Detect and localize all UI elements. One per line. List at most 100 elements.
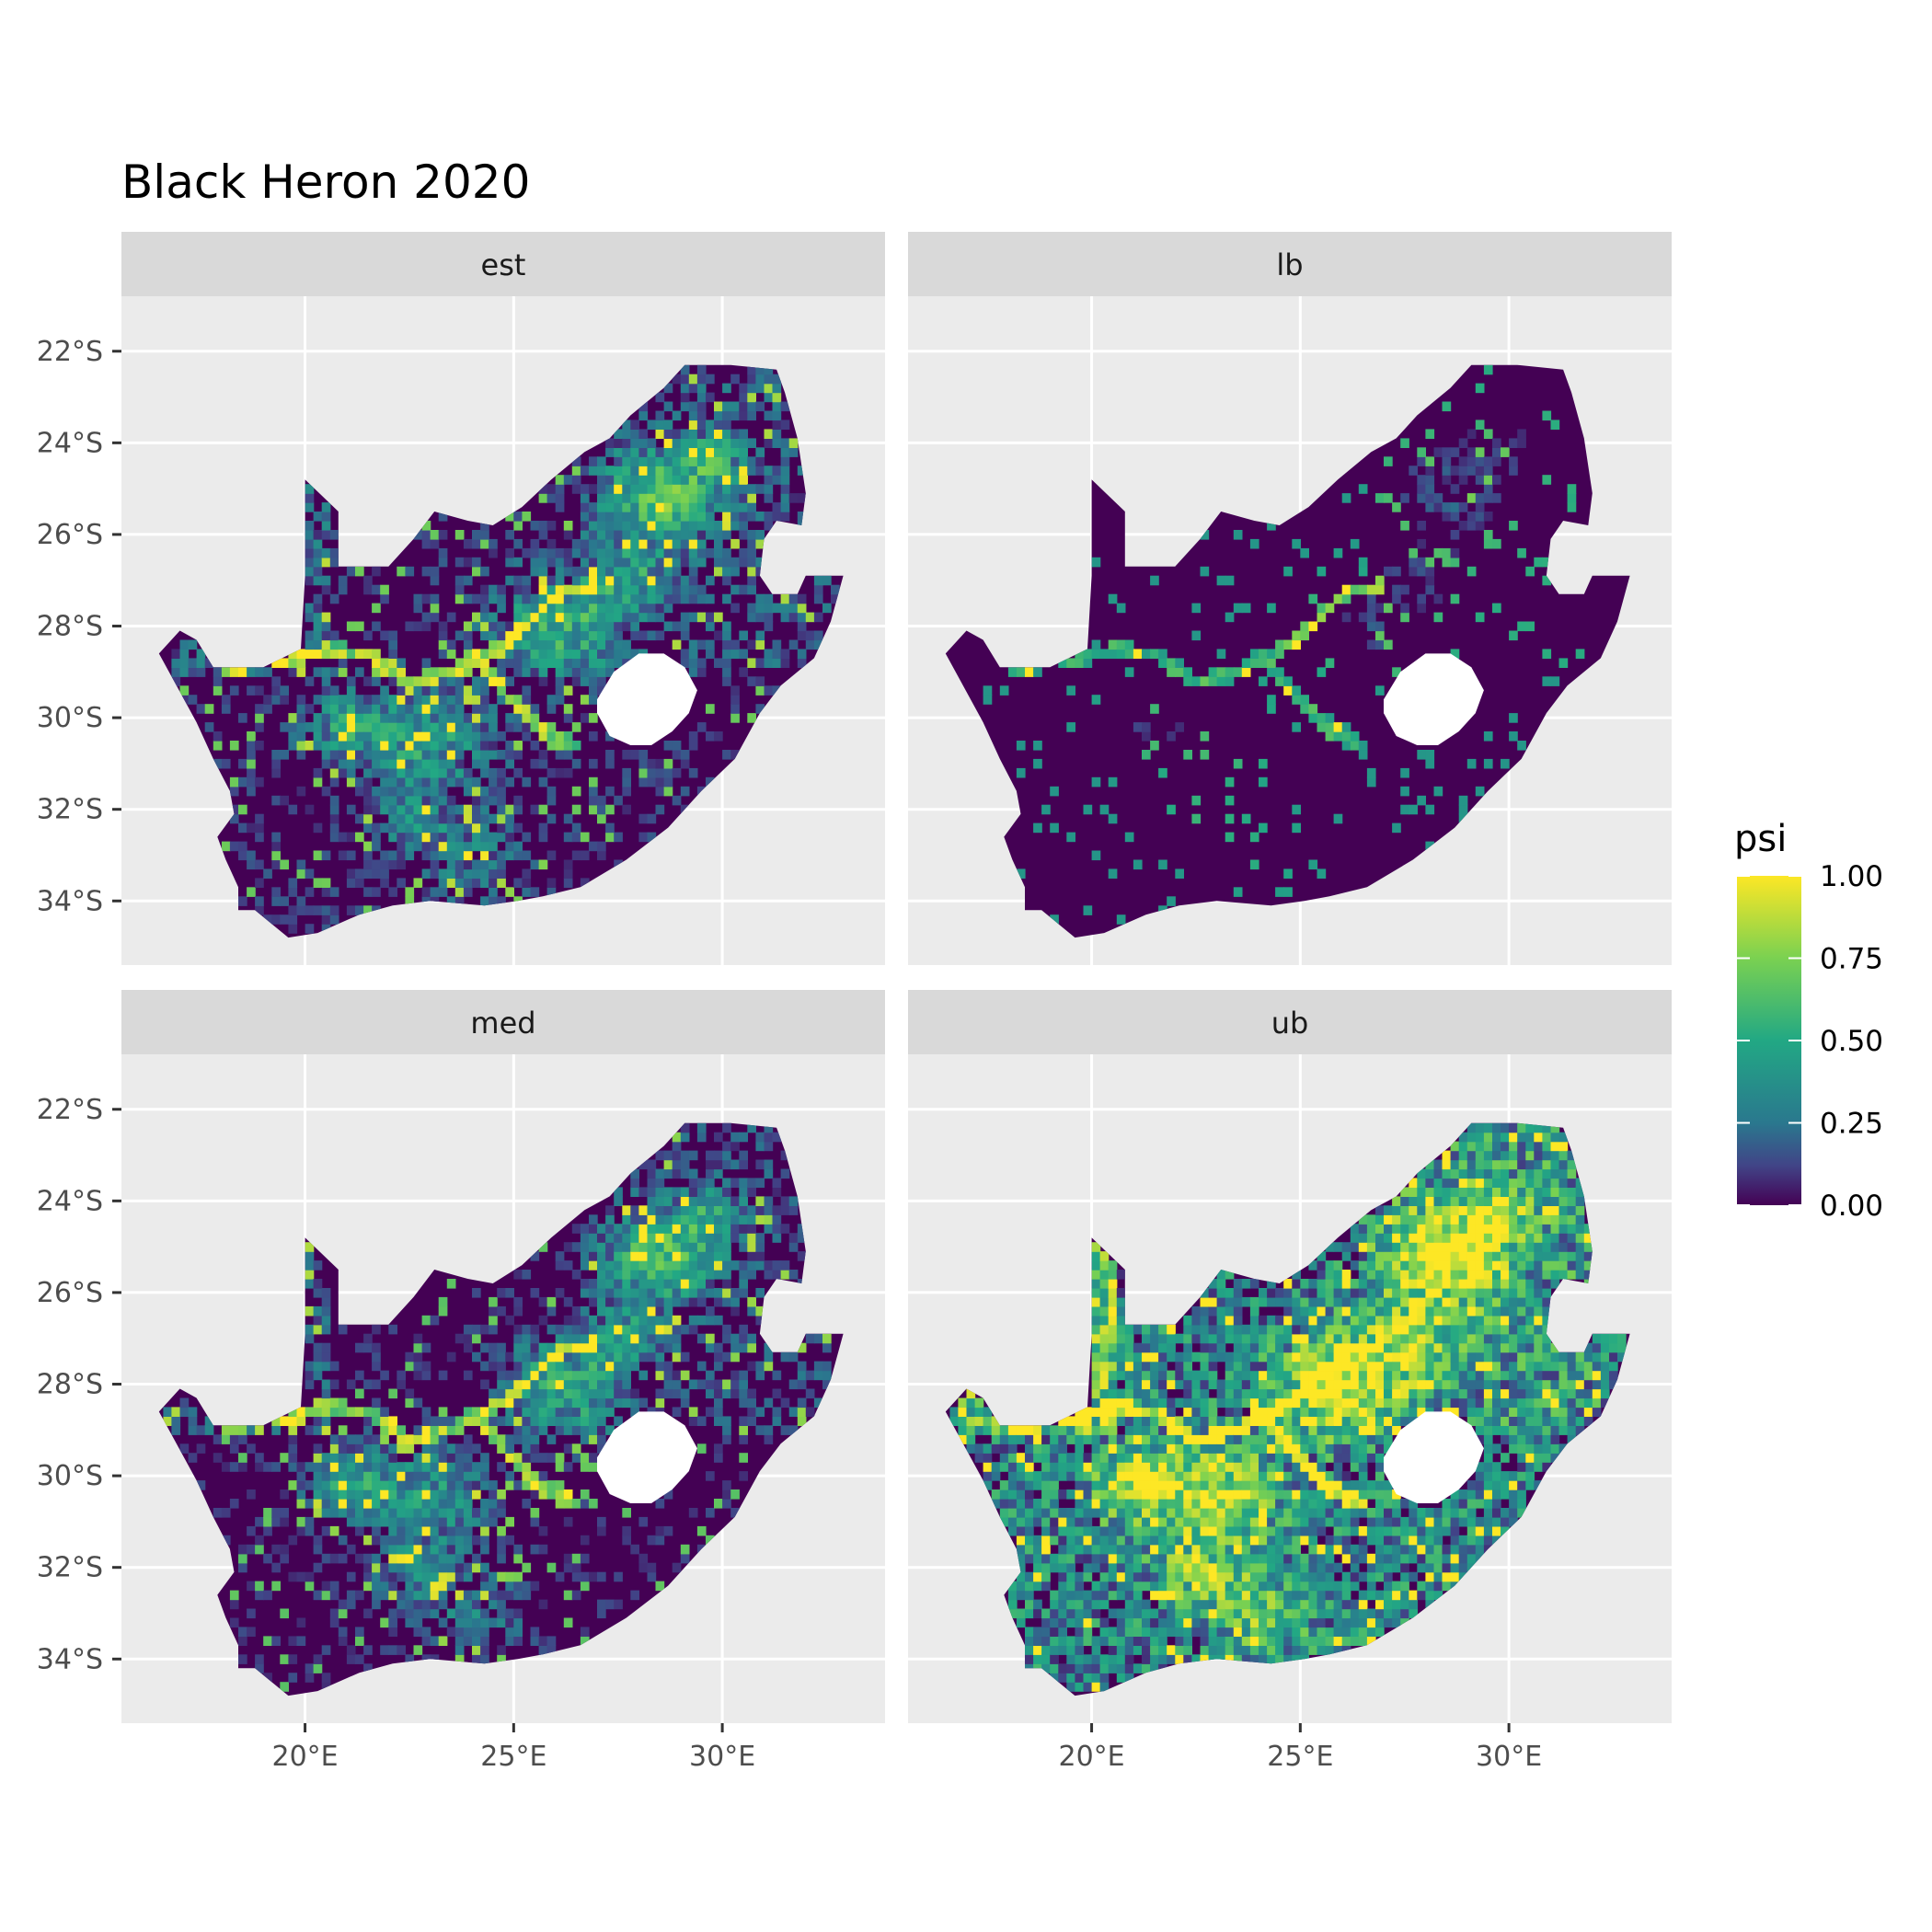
psi-cell: [831, 584, 840, 595]
psi-cell: [463, 1416, 473, 1426]
psi-cell: [1409, 466, 1418, 476]
psi-cell: [555, 1425, 565, 1435]
psi-cell: [1267, 1608, 1276, 1619]
psi-cell: [739, 484, 748, 494]
psi-cell: [1099, 1453, 1110, 1463]
psi-cell: [672, 374, 682, 385]
psi-cell: [497, 667, 506, 677]
psi-cell: [1200, 750, 1210, 760]
psi-cell: [764, 383, 774, 394]
psi-cell: [1483, 731, 1493, 742]
psi-cell: [706, 1251, 715, 1261]
psi-cell: [571, 1562, 581, 1573]
psi-cell: [321, 704, 331, 714]
psi-cell: [1275, 1562, 1284, 1573]
psi-cell: [263, 695, 272, 705]
psi-cell: [363, 1581, 373, 1592]
psi-cell: [1099, 1489, 1110, 1500]
psi-cell: [288, 924, 298, 934]
psi-cell: [663, 456, 673, 466]
psi-cell: [530, 593, 540, 604]
psi-cell: [696, 557, 707, 568]
psi-cell: [438, 547, 448, 558]
psi-cell: [1292, 1342, 1301, 1353]
psi-cell: [1259, 649, 1268, 659]
psi-cell: [405, 795, 415, 806]
psi-cell: [1241, 1508, 1251, 1518]
psi-cell: [1075, 1480, 1085, 1490]
psi-cell: [1150, 1525, 1159, 1536]
psi-cell: [522, 685, 532, 696]
psi-cell: [680, 475, 690, 485]
psi-cell: [655, 1178, 665, 1188]
psi-cell: [563, 658, 573, 668]
psi-cell: [1249, 1645, 1259, 1655]
psi-cell: [538, 1296, 548, 1307]
psi-cell: [1183, 1562, 1192, 1573]
psi-cell: [655, 786, 665, 797]
psi-cell: [438, 878, 448, 888]
psi-cell: [271, 1562, 281, 1573]
psi-cell: [580, 530, 590, 540]
psi-cell: [1300, 1627, 1309, 1637]
psi-cell: [338, 1453, 348, 1463]
psi-cell: [1225, 1581, 1235, 1592]
psi-cell: [497, 649, 506, 659]
psi-cell: [1025, 1571, 1034, 1582]
psi-cell: [505, 1453, 514, 1463]
psi-cell: [655, 1260, 665, 1271]
psi-cell: [688, 484, 698, 494]
psi-cell: [288, 1416, 298, 1426]
psi-cell: [438, 630, 448, 641]
psi-cell: [788, 1196, 799, 1206]
psi-cell: [772, 1187, 782, 1197]
psi-cell: [497, 658, 506, 668]
psi-cell: [472, 832, 481, 843]
psi-cell: [363, 649, 373, 659]
psi-cell: [372, 1462, 381, 1472]
psi-cell: [446, 1571, 456, 1582]
psi-cell: [355, 1590, 364, 1601]
psi-cell: [338, 639, 348, 650]
psi-cell: [1007, 1462, 1018, 1472]
psi-cell: [663, 1361, 673, 1372]
psi-cell: [1292, 1608, 1301, 1619]
psi-cell: [1191, 1315, 1202, 1326]
psi-cell: [983, 1416, 993, 1426]
psi-cell: [580, 502, 590, 512]
psi-cell: [1216, 1636, 1226, 1646]
psi-cell: [730, 1214, 740, 1225]
psi-cell: [213, 731, 223, 742]
psi-cell: [1108, 1315, 1118, 1326]
psi-cell: [1225, 1535, 1235, 1546]
psi-cell: [313, 731, 323, 742]
psi-cell: [1066, 1489, 1075, 1500]
psi-cell: [1116, 914, 1126, 925]
psi-cell: [463, 1489, 473, 1500]
psi-cell: [421, 822, 431, 834]
psi-cell: [1366, 593, 1376, 604]
psi-cell: [1150, 1333, 1159, 1344]
psi-cell: [655, 1233, 665, 1243]
psi-cell: [638, 1333, 649, 1344]
psi-cell: [229, 1499, 239, 1509]
psi-cell: [1216, 1416, 1226, 1426]
psi-cell: [597, 1279, 606, 1289]
psi-cell: [571, 1351, 581, 1363]
psi-cell: [363, 786, 373, 797]
psi-cell: [1492, 538, 1501, 549]
psi-cell: [605, 484, 615, 494]
psi-cell: [1091, 1645, 1101, 1655]
psi-cell: [454, 667, 465, 677]
psi-cell: [739, 1224, 748, 1234]
psi-cell: [622, 566, 631, 577]
psi-cell: [546, 1324, 557, 1335]
psi-cell: [571, 1571, 581, 1582]
psi-cell: [1099, 1388, 1110, 1399]
psi-cell: [722, 630, 731, 641]
psi-cell: [764, 612, 774, 623]
psi-cell: [338, 713, 348, 723]
psi-cell: [421, 1636, 431, 1646]
psi-cell: [363, 850, 373, 861]
psi-cell: [480, 1342, 489, 1353]
